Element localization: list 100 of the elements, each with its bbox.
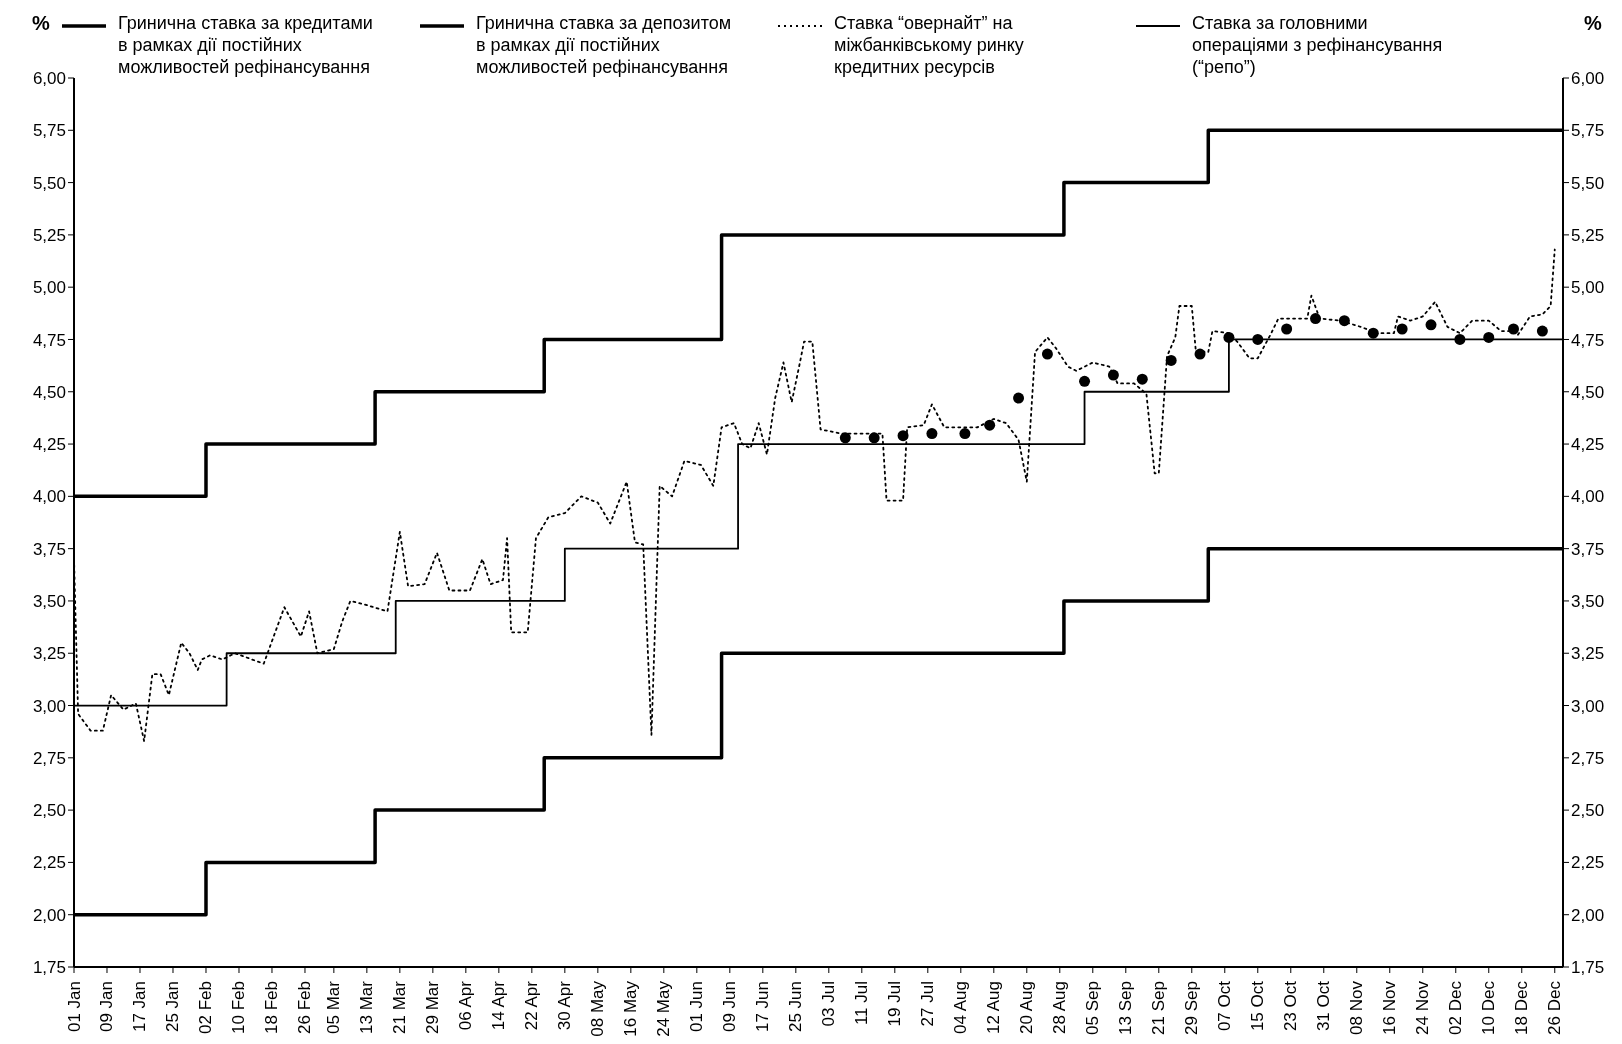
y-axis-title: % [32, 12, 50, 35]
point [1252, 333, 1264, 345]
x-tick-label: 03 Jul [819, 981, 839, 1027]
x-tick-label: 22 Apr [522, 980, 542, 1031]
y-tick-label: 2,75 [32, 748, 66, 768]
x-tick-label: 09 Jan [97, 981, 117, 1033]
x-tick-label: 26 Feb [295, 981, 315, 1034]
x-tick-label: 09 Jun [720, 981, 740, 1033]
x-tick-label: 14 Apr [489, 980, 509, 1031]
y-tick-label: 3,25 [32, 644, 66, 664]
y-tick-label: 3,50 [32, 591, 66, 611]
x-tick-label: 18 Feb [262, 981, 282, 1034]
y-tick-label: 5,00 [32, 278, 66, 298]
y-tick-label: 3,00 [32, 696, 66, 716]
y-tick-label: 3,75 [32, 539, 66, 559]
y2-tick-label: 5,25 [1571, 225, 1605, 245]
legend-label: Гринична ставка за кредитами в рамках дії постійних можливостей рефінансування [118, 12, 374, 78]
y2-tick-label: 5,50 [1571, 173, 1605, 193]
point [1223, 331, 1235, 343]
x-tick-label: 21 Mar [390, 980, 410, 1034]
y2-tick-label: 4,00 [1571, 487, 1605, 507]
x-tick-label: 21 Sep [1149, 981, 1169, 1035]
y2-tick-label: 6,00 [1571, 69, 1605, 89]
x-tick-label: 29 Sep [1182, 981, 1202, 1035]
y-tick-label: 2,25 [32, 853, 66, 873]
x-tick-label: 26 Dec [1545, 980, 1565, 1035]
x-tick-label: 01 Jun [687, 981, 707, 1033]
x-tick-label: 10 Dec [1479, 980, 1499, 1035]
x-tick-label: 02 Dec [1446, 980, 1466, 1035]
x-tick-label: 05 Mar [324, 980, 344, 1034]
point [1079, 375, 1091, 387]
point [1338, 315, 1350, 327]
x-tick-label: 23 Oct [1281, 980, 1301, 1032]
x-tick-label: 24 Nov [1413, 980, 1433, 1035]
x-tick-label: 08 Nov [1347, 980, 1367, 1035]
point [1136, 373, 1148, 385]
point [1483, 331, 1495, 343]
x-tick-label: 17 Jun [753, 981, 773, 1033]
x-tick-label: 15 Oct [1248, 980, 1268, 1032]
y2-tick-label: 4,75 [1571, 330, 1605, 350]
y-tick-label: 2,00 [32, 905, 66, 925]
y-tick-label: 1,75 [32, 958, 66, 978]
point [1454, 333, 1466, 345]
y2-tick-label: 5,75 [1571, 121, 1605, 141]
y2-axis-title: % [1584, 12, 1602, 35]
point [984, 419, 996, 431]
x-tick-label: 13 Sep [1116, 981, 1136, 1035]
y-tick-label: 4,75 [32, 330, 66, 350]
y2-tick-label: 4,50 [1571, 382, 1605, 402]
point [897, 430, 909, 442]
y2-tick-label: 2,00 [1571, 905, 1605, 925]
x-tick-label: 28 Aug [1050, 981, 1070, 1034]
y-tick-label: 2,50 [32, 801, 66, 821]
point [1013, 392, 1025, 404]
point [868, 432, 880, 444]
y2-tick-label: 2,25 [1571, 853, 1605, 873]
x-tick-label: 16 May [621, 980, 641, 1037]
x-tick-label: 12 Aug [984, 981, 1004, 1034]
y-tick-label: 5,75 [32, 121, 66, 141]
x-tick-label: 25 Jun [786, 981, 806, 1033]
point [1367, 327, 1379, 339]
x-tick-label: 05 Sep [1083, 981, 1103, 1035]
x-tick-label: 08 May [588, 980, 608, 1037]
y2-tick-label: 3,00 [1571, 696, 1605, 716]
y-tick-label: 5,50 [32, 173, 66, 193]
x-tick-label: 17 Jan [130, 981, 150, 1033]
point [959, 428, 971, 440]
x-tick-label: 06 Apr [456, 980, 476, 1031]
x-tick-label: 31 Oct [1314, 980, 1334, 1032]
x-tick-label: 24 May [654, 980, 674, 1037]
point [1310, 313, 1322, 325]
y2-tick-label: 5,00 [1571, 278, 1605, 298]
legend-label: Гринична ставка за депозитом в рамках дії постійних можливостей рефінансування [476, 12, 733, 78]
x-tick-label: 25 Jan [163, 981, 183, 1033]
x-tick-label: 01 Jan [64, 981, 84, 1033]
point [1536, 325, 1548, 337]
point [1107, 369, 1119, 381]
x-tick-label: 02 Feb [196, 981, 216, 1034]
x-tick-label: 18 Dec [1512, 980, 1532, 1035]
y2-tick-label: 2,75 [1571, 748, 1605, 768]
point [1165, 354, 1177, 366]
point [1281, 323, 1293, 335]
x-tick-label: 27 Jul [918, 981, 938, 1027]
y2-tick-label: 2,50 [1571, 801, 1605, 821]
x-tick-label: 20 Aug [1017, 981, 1037, 1034]
point [1508, 323, 1519, 335]
legend-label: Ставка “овернайт” на міжбанківському ринку кредитних ресурсів [834, 12, 1025, 78]
legend-label: Ставка за головними операціями з рефінансування (“репо”) [1192, 12, 1444, 78]
x-tick-label: 30 Apr [555, 980, 575, 1031]
point [926, 428, 938, 440]
point [1396, 323, 1408, 335]
x-tick-label: 16 Nov [1380, 980, 1400, 1035]
y2-tick-label: 4,25 [1571, 435, 1605, 455]
y-tick-label: 5,25 [32, 225, 66, 245]
point [839, 432, 851, 444]
point [1041, 348, 1053, 360]
y2-tick-label: 3,75 [1571, 539, 1605, 559]
x-tick-label: 10 Feb [229, 981, 249, 1034]
y-tick-label: 4,25 [32, 435, 66, 455]
x-tick-label: 29 Mar [423, 980, 443, 1034]
